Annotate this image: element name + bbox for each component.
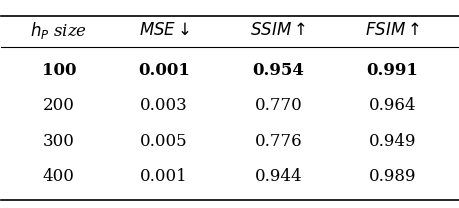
Text: 0.776: 0.776 bbox=[254, 133, 302, 150]
Text: $h_P$ size: $h_P$ size bbox=[30, 20, 87, 41]
Text: 0.991: 0.991 bbox=[366, 62, 417, 79]
Text: 300: 300 bbox=[43, 133, 75, 150]
Text: 0.001: 0.001 bbox=[138, 62, 190, 79]
Text: 200: 200 bbox=[43, 97, 75, 114]
Text: 400: 400 bbox=[43, 168, 75, 185]
Text: 0.944: 0.944 bbox=[254, 168, 302, 185]
Text: $FSIM\uparrow$: $FSIM\uparrow$ bbox=[364, 22, 419, 39]
Text: $MSE\downarrow$: $MSE\downarrow$ bbox=[138, 22, 189, 39]
Text: $SSIM\uparrow$: $SSIM\uparrow$ bbox=[250, 22, 306, 39]
Text: 0.770: 0.770 bbox=[254, 97, 302, 114]
Text: 0.949: 0.949 bbox=[368, 133, 415, 150]
Text: 0.964: 0.964 bbox=[368, 97, 415, 114]
Text: 0.954: 0.954 bbox=[252, 62, 303, 79]
Text: 0.005: 0.005 bbox=[140, 133, 188, 150]
Text: 0.989: 0.989 bbox=[368, 168, 415, 185]
Text: 100: 100 bbox=[41, 62, 76, 79]
Text: 0.003: 0.003 bbox=[140, 97, 188, 114]
Text: 0.001: 0.001 bbox=[140, 168, 188, 185]
